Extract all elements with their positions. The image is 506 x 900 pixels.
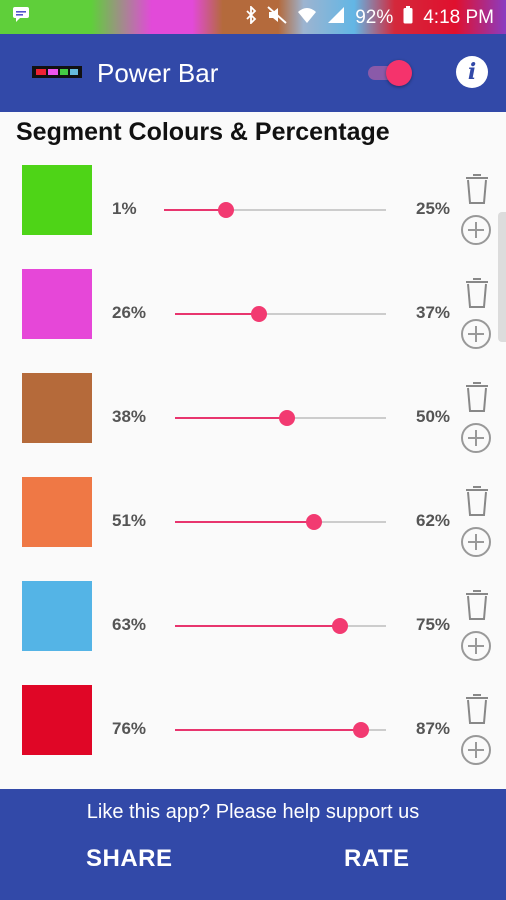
segment-row: 63% 75% (0, 581, 506, 685)
segment-start-percent: 38% (112, 407, 147, 426)
delete-segment-icon[interactable] (464, 171, 490, 205)
slider-track[interactable] (175, 313, 386, 315)
segment-end-percent: 75% (416, 615, 451, 634)
add-segment-icon[interactable] (461, 631, 491, 661)
segment-color-swatch[interactable] (22, 269, 92, 339)
segment-start-percent: 1% (112, 199, 137, 218)
segment-start-percent: 63% (112, 615, 147, 634)
add-segment-icon[interactable] (461, 215, 491, 245)
slider-thumb[interactable] (331, 618, 348, 634)
add-segment-icon[interactable] (461, 527, 491, 557)
slider-track-fill (175, 729, 361, 731)
clock: 4:18 PM (423, 7, 494, 28)
support-message: Like this app? Please help support us (86, 801, 420, 823)
segment-color-swatch[interactable] (22, 581, 92, 651)
power-bar-toggle[interactable] (368, 60, 414, 86)
section-heading: Segment Colours & Percentage (16, 118, 390, 146)
segment-color-swatch[interactable] (22, 477, 92, 547)
slider-track-fill (175, 417, 287, 419)
power-bar-logo (32, 66, 82, 78)
app-bar: Power Bar i (0, 34, 506, 112)
delete-segment-icon[interactable] (464, 483, 490, 517)
status-bar: 92% 4:18 PM (0, 0, 506, 34)
signal-icon (327, 6, 345, 30)
segment-row: 1% 25% (0, 165, 506, 269)
slider-thumb[interactable] (278, 410, 295, 426)
segment-row: 51% 62% (0, 477, 506, 581)
slider-track-fill (175, 521, 315, 523)
wifi-icon (297, 6, 317, 30)
add-segment-icon[interactable] (461, 319, 491, 349)
segment-start-percent: 76% (112, 719, 147, 738)
segment-start-percent: 26% (112, 303, 147, 322)
segment-color-swatch[interactable] (22, 685, 92, 755)
segment-color-swatch[interactable] (22, 165, 92, 235)
segment-start-percent: 51% (112, 511, 147, 530)
slider-thumb[interactable] (218, 202, 235, 218)
slider-track[interactable] (164, 209, 386, 211)
segment-end-percent: 87% (416, 719, 451, 738)
share-button[interactable]: SHARE (86, 845, 173, 872)
add-segment-icon[interactable] (461, 735, 491, 765)
segment-end-percent: 62% (416, 511, 451, 530)
segment-end-percent: 37% (416, 303, 451, 322)
segment-end-percent: 50% (416, 407, 451, 426)
delete-segment-icon[interactable] (464, 587, 490, 621)
battery-icon (403, 6, 413, 30)
bluetooth-icon (245, 4, 257, 30)
info-icon[interactable]: i (456, 56, 488, 88)
segment-row: 38% 50% (0, 373, 506, 477)
support-footer: Like this app? Please help support us SH… (0, 789, 506, 900)
message-notification-icon (12, 6, 30, 27)
delete-segment-icon[interactable] (464, 275, 490, 309)
slider-track-fill (175, 625, 340, 627)
app-title: Power Bar (97, 58, 219, 88)
add-segment-icon[interactable] (461, 423, 491, 453)
battery-level: 92% (355, 7, 394, 28)
delete-segment-icon[interactable] (464, 691, 490, 725)
rate-button[interactable]: RATE (344, 845, 410, 872)
slider-thumb[interactable] (251, 306, 268, 322)
scroll-edge-handle[interactable] (498, 212, 506, 342)
segment-row: 26% 37% (0, 269, 506, 373)
segment-row: 76% 87% (0, 685, 506, 789)
slider-track-fill (175, 313, 260, 315)
slider-thumb[interactable] (306, 514, 323, 530)
slider-track-fill (164, 209, 227, 211)
mute-icon (267, 6, 287, 30)
segment-end-percent: 25% (416, 199, 451, 218)
delete-segment-icon[interactable] (464, 379, 490, 413)
segment-color-swatch[interactable] (22, 373, 92, 443)
slider-thumb[interactable] (352, 722, 369, 738)
